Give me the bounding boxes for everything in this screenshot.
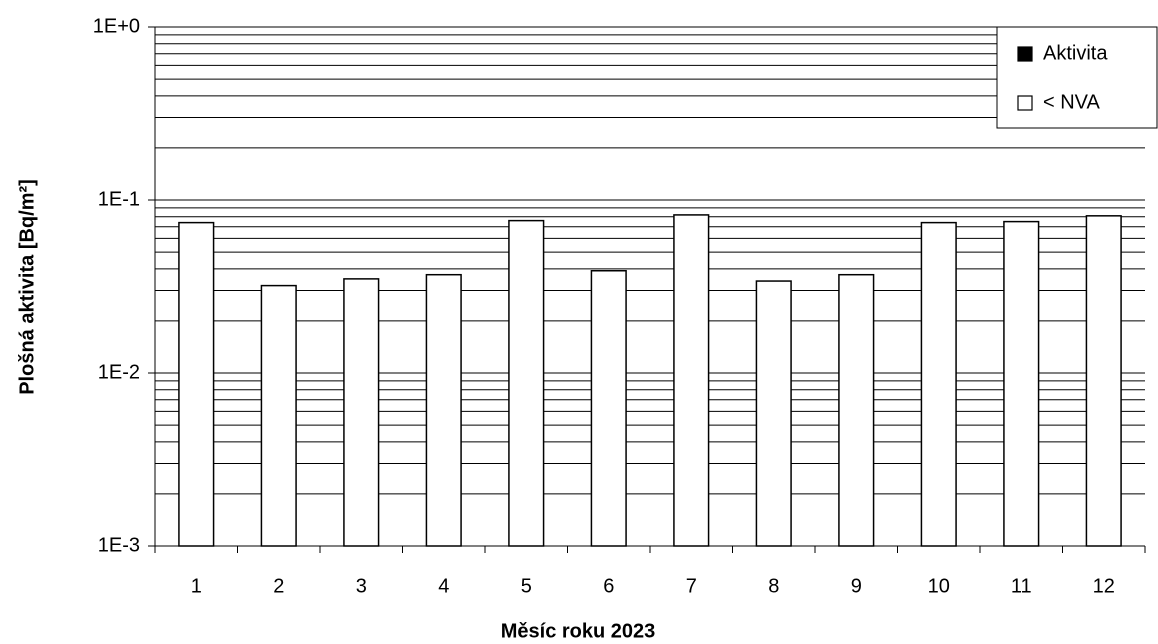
x-tick-label: 6 xyxy=(603,575,614,597)
bar xyxy=(838,273,875,547)
bar xyxy=(755,280,792,547)
bar xyxy=(920,221,957,547)
y-tick-label: 1E-2 xyxy=(98,361,140,383)
x-tick-label: 4 xyxy=(438,575,449,597)
bar xyxy=(508,219,545,547)
x-tick-label: 8 xyxy=(768,575,779,597)
legend-label: Aktivita xyxy=(1043,42,1108,64)
y-tick-label: 1E+0 xyxy=(93,15,140,37)
x-axis-title: Měsíc roku 2023 xyxy=(501,620,656,642)
x-tick-label: 7 xyxy=(686,575,697,597)
bar xyxy=(590,269,627,547)
bar xyxy=(260,284,297,547)
bar xyxy=(1085,215,1122,547)
y-tick-label: 1E-1 xyxy=(98,188,140,210)
y-tick-label: 1E-3 xyxy=(98,534,140,556)
x-tick-label: 9 xyxy=(851,575,862,597)
legend-box xyxy=(996,26,1158,129)
x-tick-label: 1 xyxy=(191,575,202,597)
x-tick-label: 11 xyxy=(1011,575,1032,597)
bar xyxy=(343,278,380,547)
x-tick-label: 12 xyxy=(1093,575,1115,597)
bar xyxy=(425,273,462,547)
x-tick-label: 10 xyxy=(928,575,950,597)
bar xyxy=(178,221,215,547)
y-axis-title: Plošná aktivita [Bq/m²] xyxy=(16,179,38,395)
bar xyxy=(673,214,710,547)
legend-swatch xyxy=(1017,46,1033,62)
x-tick-label: 3 xyxy=(356,575,367,597)
x-tick-label: 2 xyxy=(273,575,284,597)
legend-label: < NVA xyxy=(1043,91,1101,113)
bar xyxy=(1003,220,1040,547)
x-tick-label: 5 xyxy=(521,575,532,597)
legend-swatch xyxy=(1017,95,1033,111)
